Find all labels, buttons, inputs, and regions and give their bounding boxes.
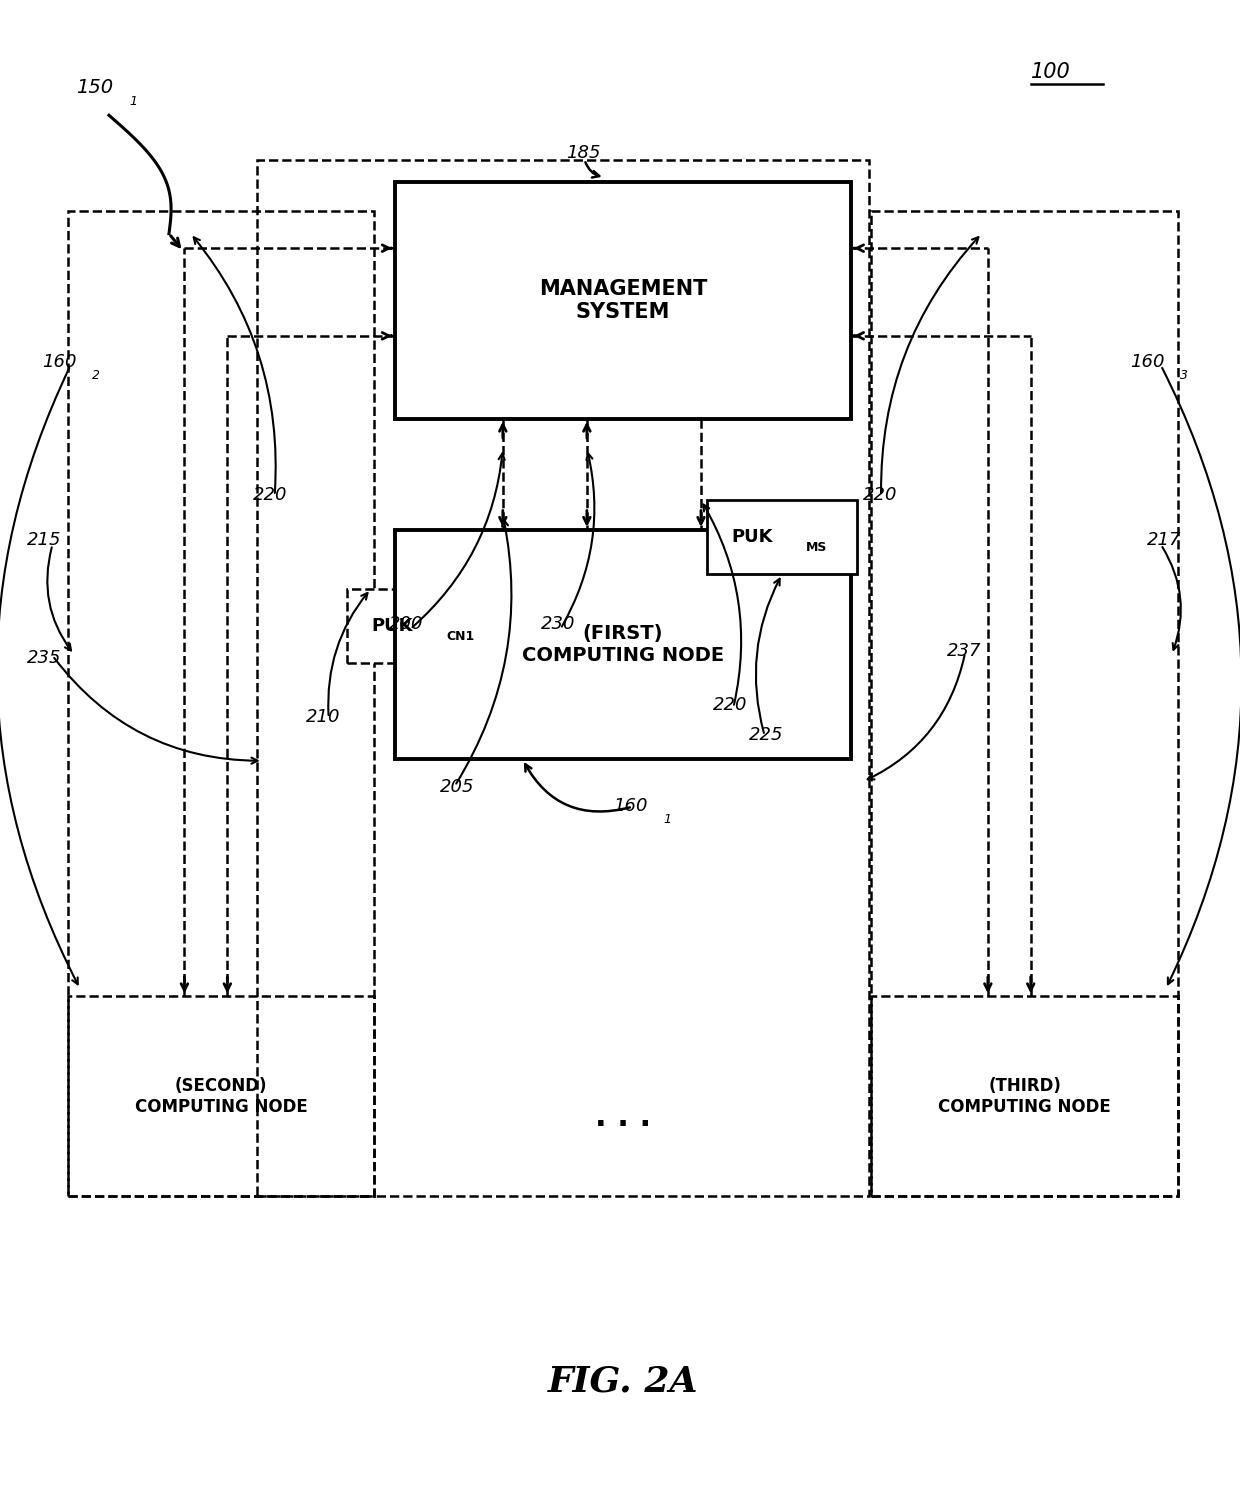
Text: 160: 160	[1130, 353, 1164, 371]
Text: (FIRST)
COMPUTING NODE: (FIRST) COMPUTING NODE	[522, 624, 724, 666]
Text: MS: MS	[806, 541, 827, 554]
Text: (THIRD)
COMPUTING NODE: (THIRD) COMPUTING NODE	[939, 1077, 1111, 1115]
Text: 1: 1	[663, 813, 672, 826]
FancyBboxPatch shape	[707, 500, 857, 575]
Text: 3: 3	[1180, 369, 1188, 381]
Text: 210: 210	[306, 709, 340, 727]
Text: 1: 1	[129, 95, 138, 107]
Text: 230: 230	[541, 615, 575, 633]
FancyBboxPatch shape	[394, 182, 851, 418]
Text: 150: 150	[77, 77, 114, 97]
Text: PUK: PUK	[732, 529, 774, 546]
FancyBboxPatch shape	[872, 996, 1178, 1196]
Text: 160: 160	[42, 353, 76, 371]
Text: CN1: CN1	[446, 630, 475, 643]
Text: 217: 217	[1147, 530, 1180, 548]
Text: PUK: PUK	[372, 616, 413, 634]
Text: 220: 220	[713, 697, 748, 715]
Text: 200: 200	[388, 615, 423, 633]
Text: 215: 215	[27, 530, 62, 548]
Text: 237: 237	[947, 642, 982, 660]
FancyBboxPatch shape	[68, 996, 374, 1196]
Text: 2: 2	[92, 369, 100, 381]
FancyBboxPatch shape	[347, 590, 508, 663]
Text: 220: 220	[863, 487, 898, 505]
Text: 235: 235	[27, 649, 62, 667]
FancyBboxPatch shape	[394, 530, 851, 759]
Text: FIG. 2A: FIG. 2A	[548, 1364, 698, 1398]
Text: (SECOND)
COMPUTING NODE: (SECOND) COMPUTING NODE	[135, 1077, 308, 1115]
Text: 205: 205	[440, 777, 475, 797]
Text: 225: 225	[749, 727, 784, 744]
Text: 100: 100	[1032, 63, 1071, 82]
Text: . . .: . . .	[595, 1103, 651, 1132]
Text: MANAGEMENT
SYSTEM: MANAGEMENT SYSTEM	[538, 278, 707, 322]
Text: 185: 185	[567, 144, 601, 162]
Text: 160: 160	[614, 797, 647, 814]
Text: 220: 220	[253, 487, 288, 505]
